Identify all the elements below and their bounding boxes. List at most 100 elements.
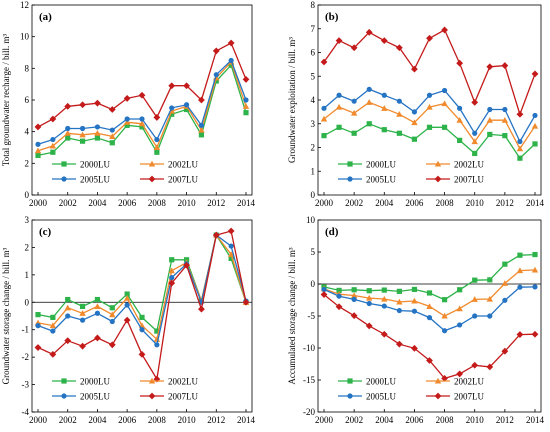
data-point	[350, 109, 358, 116]
data-point	[366, 121, 372, 127]
data-point	[321, 133, 327, 139]
data-point	[441, 26, 448, 34]
data-point	[64, 304, 71, 311]
data-point	[366, 99, 373, 105]
legend-item: 2005LU	[338, 175, 396, 185]
data-point	[532, 141, 538, 147]
x-tick-label: 2002	[345, 415, 363, 425]
x-tick-label: 2008	[148, 198, 167, 208]
data-point	[79, 303, 86, 309]
data-point	[94, 99, 101, 107]
x-tick-label: 2014	[526, 415, 545, 425]
data-point	[227, 251, 235, 257]
legend-item: 2007LU	[426, 175, 484, 185]
x-tick-label: 2006	[405, 198, 424, 208]
series-2005LU	[35, 57, 249, 147]
y-tick-label: -2	[22, 352, 30, 362]
data-point	[109, 133, 116, 139]
legend-marker	[347, 176, 353, 182]
y-tick-label: 6	[311, 48, 316, 58]
data-point	[487, 313, 493, 319]
y-tick-label: 0	[25, 297, 30, 307]
data-point	[335, 303, 343, 311]
data-point	[212, 231, 220, 239]
data-point	[486, 295, 493, 302]
data-point	[381, 92, 387, 98]
data-point	[227, 227, 235, 235]
data-point	[50, 328, 56, 334]
data-point	[472, 277, 478, 283]
data-point	[183, 82, 190, 90]
y-tick-label: 10	[20, 32, 30, 42]
legend-label: 2005LU	[80, 175, 110, 185]
data-point	[456, 116, 463, 123]
data-point	[335, 37, 343, 45]
data-point	[517, 284, 523, 290]
data-point	[320, 58, 328, 66]
data-point	[471, 296, 478, 302]
data-point	[502, 106, 508, 113]
data-point	[336, 287, 342, 293]
data-point	[34, 123, 42, 131]
series-2005LU	[321, 284, 538, 334]
data-point	[242, 103, 250, 109]
legend-label: 2002LU	[168, 377, 198, 387]
data-point	[242, 298, 250, 306]
data-point	[35, 141, 41, 147]
legend-item: 2002LU	[426, 377, 484, 387]
y-tick-label: 2	[25, 158, 30, 168]
data-point	[486, 116, 493, 123]
y-tick-label: 4	[311, 95, 316, 105]
x-tick-label: 2012	[207, 198, 225, 208]
y-tick-label: -1	[22, 325, 30, 335]
y-tick-label: 1	[25, 270, 30, 280]
legend: 2000LU 2002LU 2005LU 2007LU	[338, 377, 484, 402]
data-point	[94, 124, 101, 130]
data-point	[243, 97, 249, 103]
x-tick-label: 2014	[237, 198, 256, 208]
data-point	[35, 152, 41, 159]
panel-c: -4 -3 -2 -1 0 1 2 3 2000 2002 2004 2006 2008 2010 2012…	[1, 215, 256, 425]
legend-marker	[148, 377, 156, 384]
legend-label: 2007LU	[454, 175, 484, 185]
data-point	[396, 130, 402, 136]
data-point	[531, 122, 539, 129]
y-axis-title: Groundwater storage change / bill. m³	[1, 247, 11, 384]
data-point	[109, 318, 115, 325]
x-tick-label: 2000	[315, 198, 334, 208]
data-point	[516, 145, 524, 152]
legend-marker	[148, 392, 156, 400]
series-2000LU	[321, 121, 538, 161]
data-point	[441, 124, 448, 130]
data-point	[411, 65, 418, 73]
panel-label: (d)	[325, 226, 339, 238]
x-tick-label: 2006	[118, 415, 137, 425]
data-point	[228, 243, 234, 249]
x-tick-label: 2010	[466, 198, 485, 208]
legend-marker	[347, 161, 353, 167]
data-point	[198, 305, 205, 313]
data-point	[486, 363, 494, 371]
y-axis-title: Total groundwater recharge / bill. m³	[1, 34, 11, 167]
data-point	[441, 100, 448, 107]
data-point	[502, 133, 508, 139]
y-tick-label: 4	[25, 127, 30, 137]
data-point	[517, 155, 523, 161]
data-point	[35, 323, 41, 329]
data-point	[516, 331, 524, 338]
data-point	[168, 279, 176, 287]
x-tick-label: 2000	[315, 415, 334, 425]
x-tick-label: 2006	[118, 198, 137, 208]
data-point	[64, 102, 72, 110]
plot-frame	[31, 219, 253, 413]
x-tick-label: 2000	[29, 415, 48, 425]
data-point	[169, 257, 175, 263]
data-point	[502, 297, 508, 303]
legend-marker	[61, 393, 67, 399]
legend-item: 2000LU	[338, 377, 396, 387]
legend-marker	[434, 377, 442, 384]
data-point	[321, 286, 327, 293]
data-point	[472, 130, 478, 136]
